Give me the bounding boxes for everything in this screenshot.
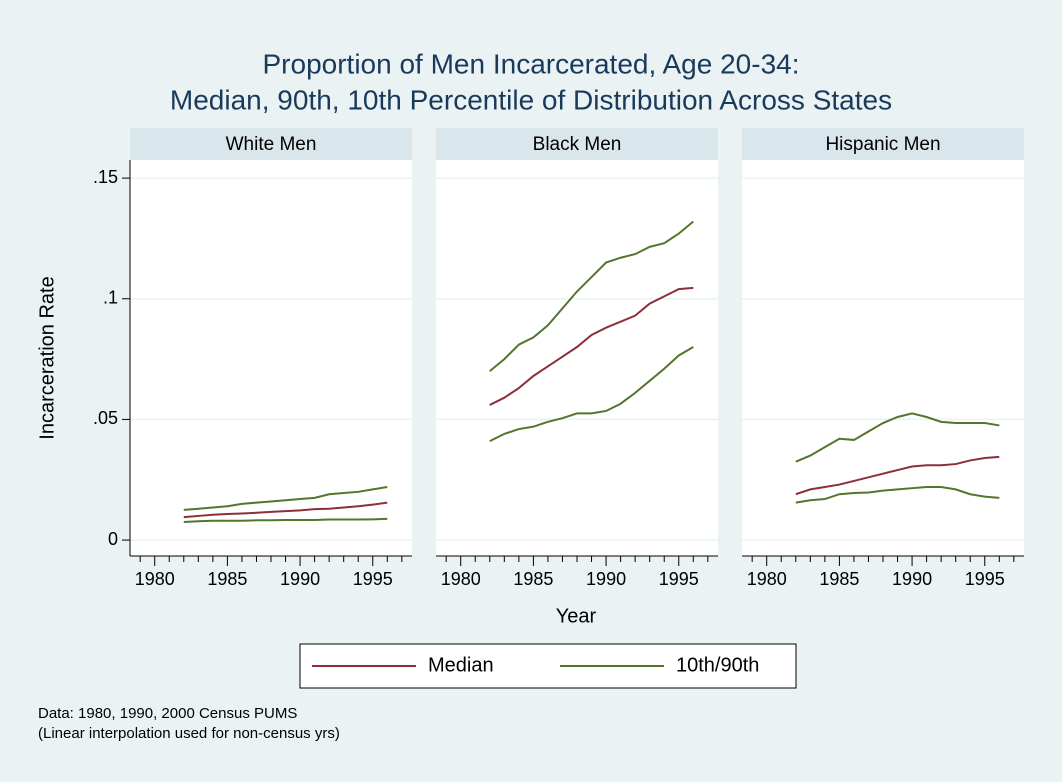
panel-title: Hispanic Men <box>825 134 940 155</box>
x-tick-label: 1980 <box>747 569 787 589</box>
chart-title: Proportion of Men Incarcerated, Age 20-3… <box>263 48 800 79</box>
line <box>183 485 388 511</box>
x-tick-label: 1990 <box>586 569 626 589</box>
line <box>489 220 694 372</box>
legend-label: Median <box>428 654 494 676</box>
line <box>183 501 388 519</box>
line <box>795 455 1000 496</box>
x-axis-label: Year <box>556 605 597 627</box>
x-tick-label: 1995 <box>659 569 699 589</box>
x-tick-label: 1995 <box>965 569 1005 589</box>
x-tick-label: 1985 <box>207 569 247 589</box>
y-tick-label: 0 <box>108 529 118 549</box>
line <box>489 286 694 406</box>
line <box>795 485 1000 504</box>
x-tick-label: 1980 <box>135 569 175 589</box>
line <box>795 412 1000 463</box>
y-tick-label: .05 <box>93 408 118 428</box>
panel-title: Black Men <box>533 134 622 155</box>
x-tick-label: 1985 <box>513 569 553 589</box>
x-tick-label: 1980 <box>441 569 481 589</box>
strip <box>130 128 412 160</box>
chart-subtitle: Median, 90th, 10th Percentile of Distrib… <box>170 84 892 115</box>
plot-area <box>436 160 718 556</box>
plot-area <box>130 160 412 556</box>
x-tick-label: 1985 <box>819 569 859 589</box>
y-axis-label: Incarceration Rate <box>36 276 58 439</box>
strip <box>742 128 1024 160</box>
panel-title: White Men <box>226 134 317 155</box>
line <box>489 346 694 443</box>
line <box>183 517 388 523</box>
x-tick-label: 1995 <box>353 569 393 589</box>
note: Data: 1980, 1990, 2000 Census PUMS <box>38 705 297 722</box>
legend-label: 10th/90th <box>676 654 759 676</box>
note: (Linear interpolation used for non-censu… <box>38 725 340 742</box>
x-tick-label: 1990 <box>280 569 320 589</box>
x-tick-label: 1990 <box>892 569 932 589</box>
strip <box>436 128 718 160</box>
y-tick-label: .1 <box>103 288 118 308</box>
y-tick-label: .15 <box>93 167 118 187</box>
